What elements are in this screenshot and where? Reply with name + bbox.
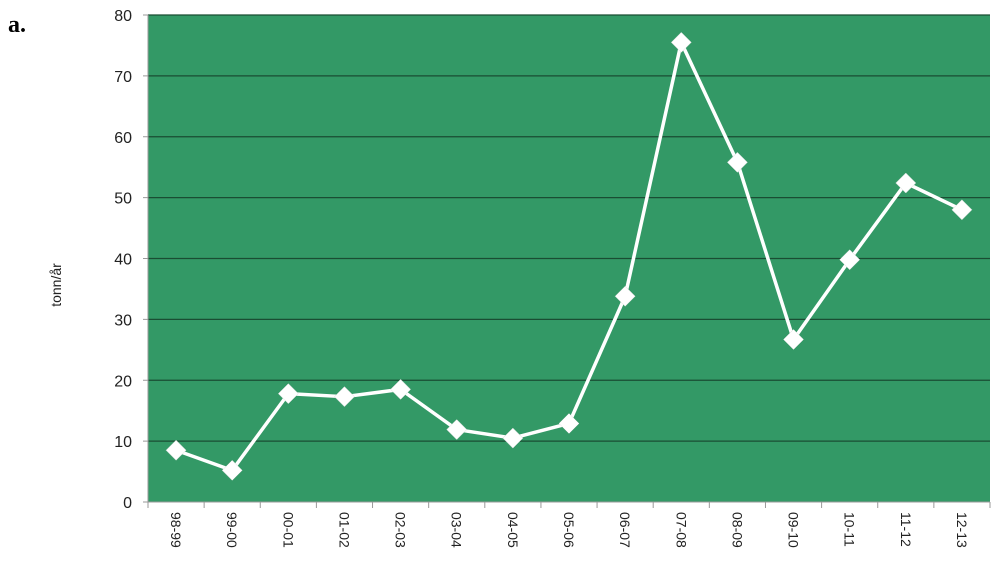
x-tick-label: 11-12 <box>898 512 914 547</box>
x-tick-label: 09-10 <box>786 512 802 548</box>
x-tick-label: 12-13 <box>954 512 970 548</box>
x-tick-label: 04-05 <box>505 512 521 548</box>
x-tick-label: 99-00 <box>224 512 240 548</box>
y-tick-label: 50 <box>114 191 132 208</box>
data-point <box>334 386 355 408</box>
x-tick-label: 03-04 <box>449 512 465 548</box>
data-point <box>895 172 917 194</box>
y-tick-label: 80 <box>114 8 132 25</box>
data-point <box>951 199 973 221</box>
data-point <box>727 151 748 173</box>
x-tick-label: 06-07 <box>617 512 633 548</box>
data-point <box>165 439 187 461</box>
data-point <box>839 249 861 271</box>
data-point <box>390 379 411 400</box>
x-tick-label: 01-02 <box>336 512 352 548</box>
y-tick-label: 20 <box>114 373 132 390</box>
x-tick-label: 00-01 <box>280 512 296 548</box>
y-tick-label: 0 <box>123 495 132 512</box>
y-tick-label: 10 <box>114 434 132 451</box>
y-tick-label: 30 <box>114 312 132 329</box>
x-tick-label: 08-09 <box>729 512 745 548</box>
x-tick-label: 98-99 <box>168 512 184 548</box>
data-point <box>277 383 299 404</box>
y-axis-label: tonn/år <box>48 263 64 307</box>
data-point <box>446 419 468 440</box>
x-tick-label: 07-08 <box>673 512 689 548</box>
x-tick-label: 05-06 <box>561 512 577 548</box>
y-tick-label: 70 <box>114 69 132 86</box>
y-tick-label: 60 <box>114 130 132 147</box>
data-point <box>614 285 636 307</box>
x-tick-label: 10-11 <box>842 512 858 547</box>
panel-label: a. <box>8 12 26 38</box>
x-tick-label: 02-03 <box>393 512 409 548</box>
data-point <box>221 459 243 481</box>
data-point <box>558 413 580 434</box>
y-tick-label: 40 <box>114 252 132 269</box>
data-point <box>502 427 524 449</box>
data-point <box>670 32 692 53</box>
data-point <box>783 329 804 350</box>
